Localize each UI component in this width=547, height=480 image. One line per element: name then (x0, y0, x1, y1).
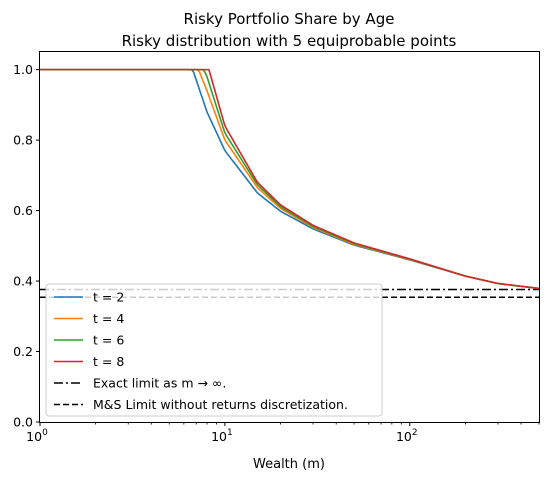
legend: t = 2 t = 4 t = 6 t = 8 Exact limit as m → ∞… (45, 283, 383, 417)
series-lines (40, 68, 540, 290)
x-axis-ticks: 100 101 102 (26, 422, 540, 444)
plot-frame (39, 51, 540, 423)
x-tick-label: 100 (26, 428, 48, 444)
chart-subtitle: Risky distribution with 5 equiprobable p… (122, 32, 457, 50)
legend-label: t = 6 (93, 333, 124, 348)
legend-label: M&S Limit without returns discretization… (93, 397, 348, 412)
series-line (40, 68, 540, 290)
y-tick-label: 0.8 (13, 133, 33, 148)
y-axis-ticks: 0.0 0.2 0.4 0.6 0.8 1.0 (13, 62, 40, 430)
x-axis-label: Wealth (m) (253, 457, 325, 472)
y-tick-label: 0.4 (13, 274, 33, 289)
x-tick-label: 101 (211, 428, 233, 444)
y-tick-label: 1.0 (13, 62, 33, 77)
x-tick-label: 102 (396, 428, 418, 444)
y-tick-label: 0.6 (13, 203, 33, 218)
y-tick-label: 0.0 (13, 415, 33, 430)
y-tick-label: 0.2 (13, 344, 33, 359)
legend-label: t = 2 (93, 290, 124, 305)
series-line (40, 68, 540, 290)
legend-box (45, 283, 383, 417)
legend-label: t = 8 (93, 354, 124, 369)
legend-label: t = 4 (93, 311, 124, 326)
legend-label: Exact limit as m → ∞. (93, 376, 226, 391)
series-line (40, 68, 540, 290)
series-line (40, 68, 540, 290)
chart-title: Risky Portfolio Share by Age (184, 10, 395, 28)
